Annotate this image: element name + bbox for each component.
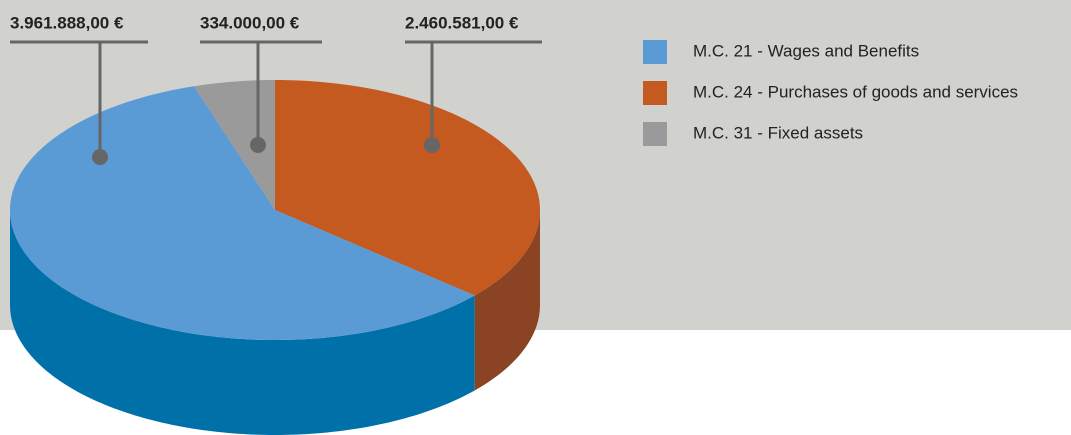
leader-dot — [250, 137, 266, 153]
leader-line — [405, 40, 542, 145]
legend-label: M.C. 21 - Wages and Benefits — [693, 41, 919, 60]
pie-side — [474, 210, 540, 391]
legend-label: M.C. 31 - Fixed assets — [693, 123, 863, 142]
leader-dot — [92, 149, 108, 165]
legend-label: M.C. 24 - Purchases of goods and service… — [693, 82, 1018, 101]
legend-swatch — [643, 122, 667, 146]
value-label: 2.460.581,00 € — [405, 13, 519, 32]
pie-side — [10, 210, 475, 435]
value-label: 3.961.888,00 € — [10, 13, 124, 32]
value-label: 334.000,00 € — [200, 13, 300, 32]
legend-swatch — [643, 81, 667, 105]
leader-dot — [424, 137, 440, 153]
pie-slice — [10, 86, 475, 340]
pie-slice — [275, 80, 540, 296]
leader-line — [10, 40, 148, 157]
legend-swatch — [643, 40, 667, 64]
leader-line — [200, 40, 322, 145]
pie-slice — [194, 80, 275, 210]
